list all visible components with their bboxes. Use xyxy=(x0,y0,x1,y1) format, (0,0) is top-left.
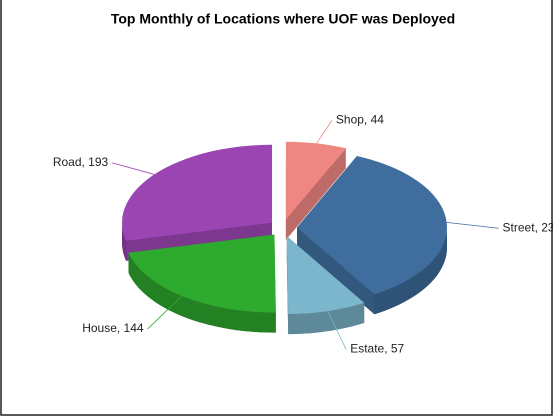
slice xyxy=(128,234,276,313)
data-label: Street, 234 xyxy=(503,220,553,234)
slice-side xyxy=(122,222,127,261)
slice-cut xyxy=(286,236,289,335)
leader-line xyxy=(446,221,499,229)
slice-cut xyxy=(297,227,375,315)
slice-cut xyxy=(285,148,346,240)
leader-line xyxy=(147,295,183,330)
slice-side xyxy=(128,252,276,333)
data-label: Road, 193 xyxy=(53,155,109,169)
leader-line xyxy=(327,310,347,350)
leader-line xyxy=(316,120,333,144)
slice-side xyxy=(374,227,447,315)
data-label: Shop, 44 xyxy=(336,113,384,127)
slice-side xyxy=(288,302,365,335)
slice xyxy=(285,141,346,220)
data-label: House, 144 xyxy=(82,321,144,335)
chart-title: Top Monthly of Locations where UOF was D… xyxy=(111,11,455,27)
slice xyxy=(122,144,272,241)
slice xyxy=(286,236,365,315)
leader-line xyxy=(112,162,155,175)
slice xyxy=(297,156,447,295)
data-label: Estate, 57 xyxy=(350,342,404,356)
